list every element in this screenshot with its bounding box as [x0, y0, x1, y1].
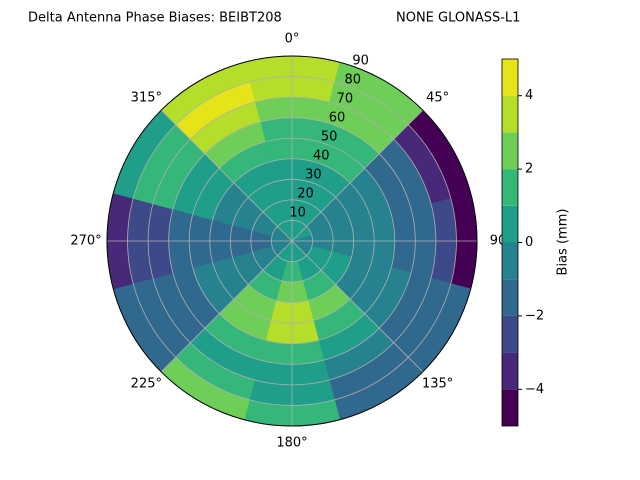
colorbar-band — [502, 242, 518, 280]
theta-tick-label: 315° — [131, 91, 162, 106]
theta-tick-label: 180° — [276, 436, 307, 451]
chart-title: Delta Antenna Phase Biases: BEIBT208 — [28, 11, 282, 26]
theta-tick-label: 0° — [285, 32, 300, 47]
colorbar-band — [502, 205, 518, 243]
angular-grid-line — [291, 109, 424, 242]
r-tick-label: 10 — [289, 205, 306, 220]
colorbar-tick-label: 4 — [525, 88, 533, 103]
colorbar-tick-label: −2 — [525, 308, 544, 323]
angular-grid-line — [291, 240, 424, 373]
polar-frame — [106, 55, 478, 427]
colorbar-band — [502, 315, 518, 353]
theta-tick-label: 225° — [131, 376, 162, 391]
r-tick-label: 20 — [297, 186, 314, 201]
colorbar-band — [502, 132, 518, 170]
colorbar-tick-label: 2 — [525, 162, 533, 177]
colorbar-band — [502, 59, 518, 96]
colorbar-band — [502, 95, 518, 133]
colorbar-label: Bias (mm) — [556, 209, 571, 276]
r-tick-label: 50 — [321, 129, 338, 144]
r-tick-label: 60 — [329, 110, 346, 125]
angular-grid-line — [160, 109, 293, 242]
theta-tick-label: 135° — [422, 376, 453, 391]
colorbar-band — [502, 389, 518, 426]
r-tick-label: 30 — [305, 167, 322, 182]
chart-subtitle: NONE GLONASS-L1 — [396, 11, 520, 26]
r-tick-label: 70 — [337, 91, 354, 106]
r-tick-label: 90 — [352, 53, 369, 68]
colorbar-tick-label: 0 — [525, 235, 533, 250]
colorbar-band — [502, 352, 518, 390]
colorbar-band — [502, 279, 518, 316]
colorbar-tick-label: −4 — [525, 382, 544, 397]
theta-tick-label: 45° — [426, 91, 449, 106]
theta-tick-label: 270° — [70, 234, 101, 249]
r-tick-label: 80 — [344, 72, 361, 87]
angular-grid-line — [160, 240, 293, 373]
colorbar-band — [502, 169, 518, 206]
r-tick-label: 40 — [313, 148, 330, 163]
